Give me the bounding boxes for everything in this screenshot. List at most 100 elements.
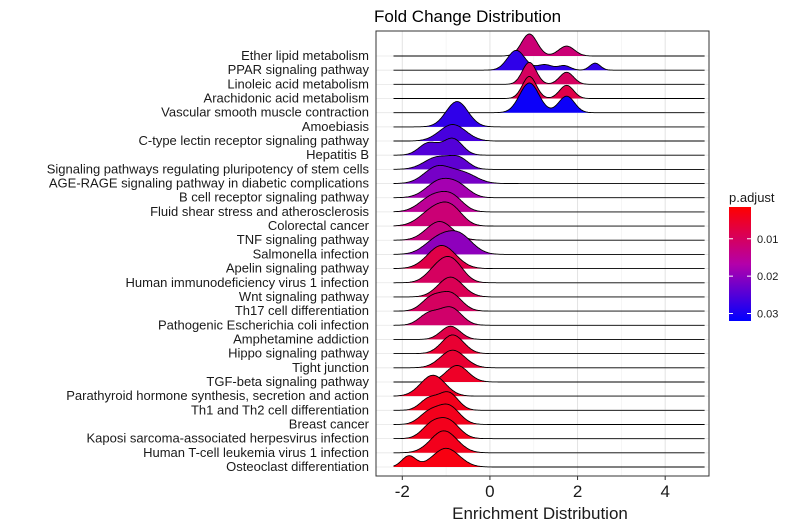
ridge-outline [393,33,705,57]
legend: p.adjust 0.01 0.02 0.03 [729,190,778,321]
chart-title: Fold Change Distribution [374,7,561,26]
row-label: Colorectal cancer [268,218,370,233]
ridge-fill [393,306,705,326]
ridge-fill [393,165,705,184]
row-label: B cell receptor signaling pathway [179,190,370,205]
ridge-outline [393,221,705,241]
ridge-fill [393,350,705,368]
ridge-outline [393,245,705,270]
ridge-fill [393,448,705,467]
ridge-fill [393,191,705,212]
ridge-10 [393,177,705,199]
x-axis-ticks: -2 0 2 4 [395,476,670,501]
ridge-20 [393,325,705,340]
ridge-outline [393,306,705,326]
row-label: Linoleic acid metabolism [227,76,369,91]
ridge-fill [393,404,705,425]
ridge-27 [393,417,705,440]
ridge-21 [393,334,705,355]
ridge-fill [393,245,705,269]
ridge-9 [393,164,705,185]
ridge-fill [393,391,705,411]
row-label: Wnt signaling pathway [239,289,370,304]
ridge-8 [393,154,705,170]
ridge-22 [393,349,705,369]
row-label: TNF signaling pathway [237,232,370,247]
legend-tick-label: 0.03 [757,309,778,321]
ridge-fill [393,178,705,198]
ridge-16 [393,256,705,284]
ridge-24 [393,374,705,397]
row-label: Apelin signaling pathway [226,261,370,276]
row-label: Human immunodeficiency virus 1 infection [126,275,370,290]
row-label: Human T-cell leukemia virus 1 infection [143,445,369,460]
ridge-outline [393,276,705,298]
row-label: Hepatitis B [306,147,369,162]
x-tick-label: 0 [485,482,494,501]
ridges [393,33,705,468]
ridge-outline [393,325,705,340]
ridge-29 [393,447,705,468]
ridge-14 [393,230,705,255]
row-label: Osteoclast differentiation [226,459,369,474]
ridge-18 [393,290,705,312]
ridge-outline [393,349,705,369]
ridge-fill [393,50,705,71]
row-label: Salmonella infection [253,246,369,261]
ridge-outline [393,49,705,71]
row-label: Th1 and Th2 cell differentiation [191,402,369,417]
ridge-outline [393,177,705,199]
ridge-outline [393,374,705,397]
ridge-fill [393,326,705,340]
ridge-outline [393,256,705,284]
row-label: Tight junction [292,360,369,375]
row-label: Ether lipid metabolism [241,48,369,63]
ridge-outline [393,430,705,454]
ridge-19 [393,306,705,326]
ridge-outline [393,290,705,312]
ridge-fill [393,101,705,127]
ridge-fill [393,291,705,312]
ridge-outline [393,230,705,255]
ridge-28 [393,430,705,454]
row-label: Pathogenic Escherichia coli infection [158,317,369,332]
ridge-outline [393,154,705,170]
ridge-6 [393,124,705,142]
ridge-outline [393,61,705,85]
row-label: TGF-beta signaling pathway [206,374,369,389]
ridge-fill [393,375,705,397]
row-label: Hippo signaling pathway [228,346,369,361]
ridge-17 [393,276,705,298]
ridge-fill [393,417,705,439]
row-label: Arachidonic acid metabolism [204,91,369,106]
row-label: Signaling pathways regulating pluripoten… [47,161,370,176]
ridge-5 [393,101,705,128]
row-label: Fluid shear stress and atherosclerosis [150,204,369,219]
ridge-25 [393,391,705,411]
row-label: PPAR signaling pathway [228,62,370,77]
row-label: Parathyroid hormone synthesis, secretion… [66,388,369,403]
ridge-fill [393,221,705,241]
ridge-fill [393,124,705,141]
ridge-outline [393,190,705,213]
row-label: Breast cancer [289,416,370,431]
ridge-outline [393,101,705,128]
row-label: Kaposi sarcoma-associated herpesvirus in… [86,431,369,446]
x-tick-label: 4 [660,482,669,501]
ridge-1 [393,49,705,71]
ridge-fill [393,138,705,156]
ridge-fill [393,256,705,283]
ridge-0 [393,33,705,57]
ridge-13 [393,221,705,241]
ridge-fill [393,155,705,170]
ridge-fill [393,230,705,255]
ridge-23 [393,365,705,383]
ridge-fill [393,334,705,354]
ridge-outline [393,365,705,383]
ridge-outline [393,417,705,440]
row-label: C-type lectin receptor signaling pathway [138,133,369,148]
row-label: Amoebiasis [302,119,370,134]
row-label: Vascular smooth muscle contraction [161,105,369,120]
ridge-outline [393,124,705,142]
